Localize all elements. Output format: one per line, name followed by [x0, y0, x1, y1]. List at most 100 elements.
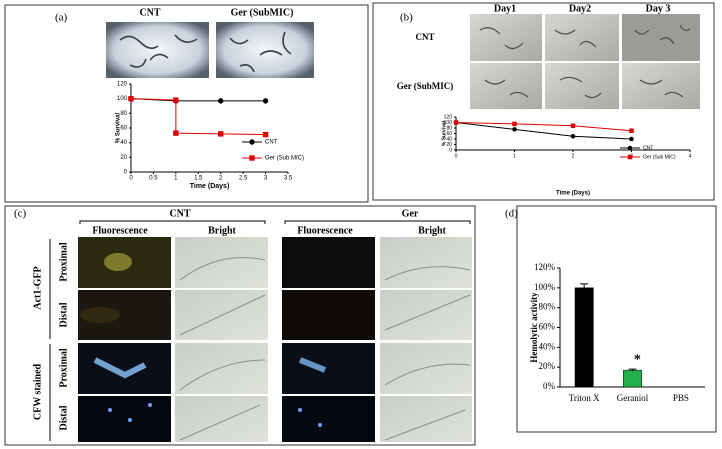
marker-label: Act1-GFP — [32, 266, 43, 309]
panel-box — [4, 205, 476, 446]
error-bar — [580, 283, 589, 292]
bar — [574, 287, 594, 388]
series-line — [130, 98, 266, 136]
legend-label: Ger (Sub MIC) — [265, 156, 304, 162]
micrograph — [175, 396, 268, 442]
y-tick-label: 120% — [534, 262, 556, 272]
micrograph — [216, 22, 314, 78]
legend-label: CNT — [643, 145, 653, 151]
micrograph — [175, 237, 268, 288]
x-tick-label: 3.5 — [284, 176, 293, 182]
legend-label: Ger (Sub MIC) — [643, 154, 676, 160]
micrograph — [380, 343, 472, 394]
image-label: Ger (SubMIC) — [231, 7, 294, 18]
y-tick-label: 20 — [120, 155, 127, 161]
micrograph — [78, 343, 171, 394]
row-label: Distal — [58, 302, 69, 327]
marker — [262, 98, 269, 104]
x-tick-label: PBS — [673, 393, 689, 403]
row-label: Distal — [58, 405, 69, 430]
legend-marker — [627, 154, 633, 160]
y-axis-label: % Survival — [116, 112, 122, 143]
series-line — [455, 122, 632, 140]
column-label: Day2 — [569, 3, 591, 14]
y-axis-label: % Survival — [441, 120, 447, 146]
micrograph — [282, 237, 375, 288]
legend-marker — [249, 139, 255, 145]
micrograph — [545, 14, 619, 61]
micrograph — [545, 63, 619, 109]
y-tick-label: 40 — [446, 136, 452, 142]
micrograph — [282, 396, 375, 442]
x-tick-label: Geraniol — [617, 393, 649, 403]
micrograph — [282, 343, 375, 394]
column-label: Day 3 — [646, 3, 671, 14]
x-tick-label: 2 — [572, 153, 575, 159]
x-tick-label: 1 — [174, 176, 178, 182]
y-tick-label: 100 — [117, 96, 128, 102]
micrograph — [380, 396, 472, 442]
worms — [479, 24, 691, 99]
legend-marker — [627, 145, 633, 151]
column-label: Bright — [418, 225, 446, 236]
legend-marker — [249, 155, 255, 161]
cell-outlines — [179, 257, 471, 441]
column-label: Fluorescence — [297, 225, 353, 236]
group-label: Ger — [402, 208, 419, 219]
y-tick-label: 80 — [120, 111, 127, 117]
y-axis-label: Hemolytic activity — [529, 292, 539, 363]
annotation: * — [634, 352, 641, 367]
column-label: Fluorescence — [92, 225, 148, 236]
error-bar — [628, 368, 637, 372]
micrograph — [380, 290, 472, 340]
bar — [623, 369, 642, 388]
marker — [512, 127, 517, 132]
marker — [128, 95, 134, 102]
y-tick-label: 0 — [449, 147, 452, 153]
x-tick-label: 4 — [689, 153, 692, 159]
row-label: Proximal — [58, 348, 69, 387]
series-line — [455, 122, 632, 132]
image-label: CNT — [139, 7, 160, 18]
y-tick-label: 100% — [534, 282, 556, 292]
y-tick-label: 0 — [124, 170, 128, 176]
worms — [119, 31, 292, 73]
y-tick-label: 20% — [539, 361, 556, 371]
panel-label: (d) — [505, 208, 518, 220]
micrograph — [175, 343, 268, 394]
x-tick-label: 0.5 — [149, 176, 158, 182]
y-tick-label: 40 — [120, 140, 127, 146]
x-tick-label: Triton X — [569, 393, 600, 403]
x-axis-label: Time (Days) — [190, 183, 230, 190]
panel-label: (c) — [14, 208, 27, 220]
group-label: CNT — [169, 208, 190, 219]
x-tick-label: 1 — [513, 153, 516, 159]
marker — [218, 98, 224, 104]
micrograph — [106, 22, 209, 78]
x-axis-label: Time (Days) — [556, 191, 590, 197]
micrograph-grid — [78, 237, 472, 442]
column-label: Bright — [208, 225, 236, 236]
marker — [629, 128, 634, 133]
micrograph — [622, 63, 700, 109]
marker-label: CFW stained — [32, 363, 43, 420]
y-tick-label: 60 — [446, 131, 452, 137]
marker — [570, 123, 576, 129]
x-tick-label: 1.5 — [194, 176, 203, 182]
micrograph — [470, 63, 542, 109]
row-label: CNT — [415, 32, 434, 42]
x-tick-label: 2.5 — [239, 176, 248, 182]
y-tick-label: 60% — [539, 322, 556, 332]
y-tick-label: 40% — [539, 341, 556, 351]
x-tick-label: 0 — [129, 176, 133, 182]
y-tick-label: 100 — [444, 120, 453, 126]
fluorescence-spots — [80, 253, 327, 427]
marker — [173, 130, 179, 136]
column-label: Day1 — [494, 3, 516, 14]
x-tick-label: 2 — [219, 176, 223, 182]
micrograph — [380, 237, 472, 288]
panel-label: (b) — [400, 12, 413, 24]
y-tick-label: 60 — [120, 126, 127, 132]
y-tick-label: 80% — [539, 302, 556, 312]
